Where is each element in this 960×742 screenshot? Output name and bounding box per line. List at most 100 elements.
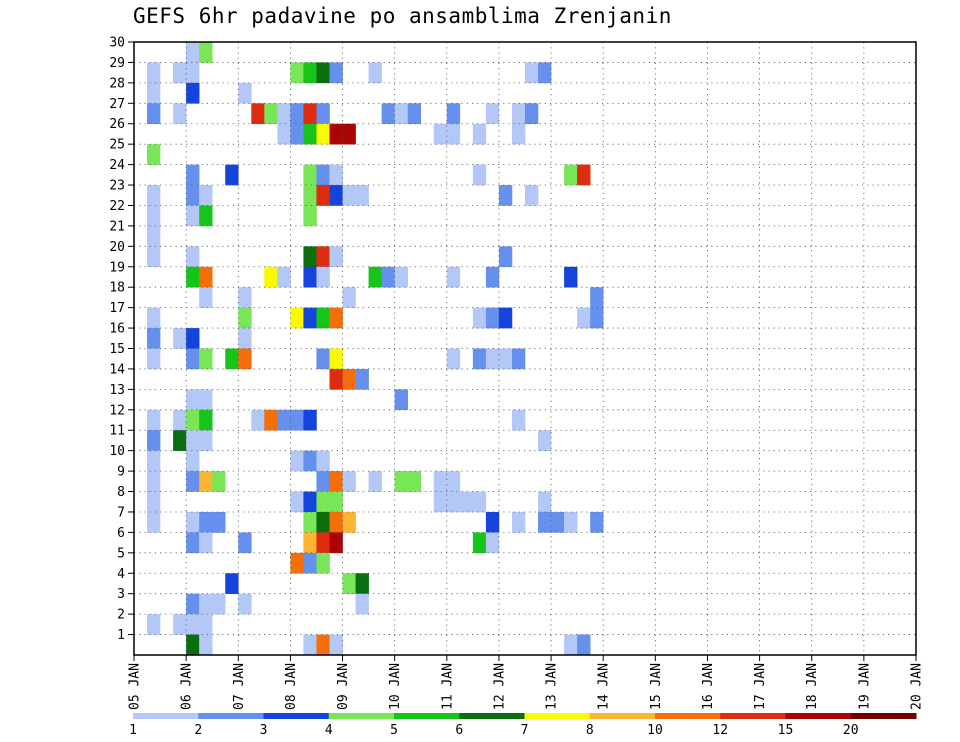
heatmap-cell bbox=[511, 409, 526, 431]
heatmap-cell bbox=[303, 185, 317, 206]
heatmap-cell bbox=[303, 634, 317, 656]
heatmap-cell bbox=[485, 532, 500, 554]
y-tick-label: 28 bbox=[109, 76, 125, 91]
colorbar-swatch bbox=[589, 713, 656, 719]
heatmap-cell bbox=[355, 593, 369, 615]
heatmap-cell bbox=[329, 246, 343, 268]
heatmap-cell bbox=[394, 103, 408, 125]
heatmap-cell bbox=[316, 634, 330, 656]
heatmap-cell bbox=[498, 246, 513, 268]
heatmap-cell bbox=[329, 511, 343, 533]
heatmap-cell bbox=[394, 389, 408, 411]
heatmap-cell bbox=[277, 409, 291, 431]
y-tick-label: 2 bbox=[117, 608, 125, 623]
grid-lines bbox=[134, 42, 916, 655]
y-tick-label: 10 bbox=[109, 444, 125, 459]
heatmap-cell bbox=[446, 348, 461, 370]
heatmap-cell bbox=[238, 532, 252, 554]
heatmap-cell bbox=[251, 409, 265, 431]
heatmap-cell bbox=[525, 185, 539, 206]
heatmap-cell bbox=[472, 491, 487, 513]
heatmap-cell bbox=[303, 409, 317, 431]
heatmap-cell bbox=[498, 348, 513, 370]
heatmap-cell bbox=[498, 307, 513, 329]
heatmap-cell bbox=[303, 450, 317, 472]
heatmap-cell bbox=[316, 62, 330, 84]
heatmap-cell bbox=[303, 103, 317, 125]
heatmap-cell bbox=[329, 123, 343, 145]
colorbar-swatch bbox=[263, 713, 330, 719]
heatmap-cell bbox=[329, 471, 343, 492]
heatmap-cell bbox=[446, 123, 461, 145]
colorbar-label: 6 bbox=[455, 723, 463, 738]
heatmap-cell bbox=[212, 471, 226, 492]
heatmap-cell bbox=[329, 185, 343, 206]
heatmap-cell bbox=[446, 471, 461, 492]
heatmap-cell bbox=[264, 266, 278, 288]
heatmap-cell bbox=[199, 348, 213, 370]
heatmap-cell bbox=[199, 266, 213, 288]
heatmap-cell bbox=[303, 164, 317, 186]
heatmap-cell bbox=[472, 164, 487, 186]
heatmap-cell bbox=[147, 328, 161, 349]
colorbar-swatch bbox=[720, 713, 786, 719]
heatmap-cell bbox=[316, 491, 330, 513]
y-tick-label: 8 bbox=[117, 485, 125, 500]
heatmap-cell bbox=[290, 491, 304, 513]
heatmap-cell bbox=[147, 144, 161, 165]
heatmap-cell bbox=[199, 287, 213, 308]
y-tick-label: 25 bbox=[109, 138, 125, 153]
heatmap-cell bbox=[290, 552, 304, 574]
heatmap-cell bbox=[186, 471, 200, 492]
x-tick-label: 08 JAN bbox=[284, 663, 299, 710]
heatmap-cell bbox=[564, 266, 578, 288]
colorbar-swatch bbox=[524, 713, 591, 719]
heatmap-cell bbox=[290, 307, 304, 329]
heatmap-cell bbox=[316, 266, 330, 288]
heatmap-cell bbox=[186, 511, 200, 533]
heatmap-cell bbox=[303, 266, 317, 288]
y-tick-label: 7 bbox=[117, 505, 125, 520]
heatmap-cell bbox=[316, 348, 330, 370]
heatmap-cell bbox=[472, 532, 487, 554]
heatmap-cell bbox=[329, 532, 343, 554]
heatmap-cell bbox=[368, 62, 382, 84]
heatmap-cell bbox=[303, 205, 317, 227]
heatmap-cell bbox=[316, 164, 330, 186]
y-tick-label: 1 bbox=[117, 628, 125, 643]
heatmap-cell bbox=[577, 164, 591, 186]
heatmap-cell bbox=[472, 348, 487, 370]
heatmap-cell bbox=[368, 266, 382, 288]
heatmap-cell bbox=[225, 164, 239, 186]
colorbar-label: 7 bbox=[521, 723, 529, 738]
chart-title: GEFS 6hr padavine po ansamblima Zrenjani… bbox=[133, 4, 672, 28]
heatmap-cell bbox=[551, 511, 565, 533]
heatmap-cell bbox=[290, 409, 304, 431]
colorbar-label: 5 bbox=[390, 723, 398, 738]
heatmap-cell bbox=[485, 103, 500, 125]
heatmap-cell bbox=[212, 593, 226, 615]
x-tick-label: 05 JAN bbox=[128, 663, 143, 710]
colorbar-label: 15 bbox=[778, 723, 794, 738]
heatmap-cells bbox=[147, 42, 604, 656]
heatmap-cell bbox=[199, 205, 213, 227]
colorbar-swatch bbox=[133, 713, 199, 719]
colorbar-label: 3 bbox=[260, 723, 268, 738]
y-tick-label: 18 bbox=[109, 281, 125, 296]
colorbar-swatch bbox=[328, 713, 395, 719]
y-tick-label: 23 bbox=[109, 179, 125, 194]
heatmap-cell bbox=[316, 103, 330, 125]
heatmap-cell bbox=[173, 614, 187, 635]
heatmap-cell bbox=[238, 307, 252, 329]
heatmap-cell bbox=[225, 573, 239, 594]
heatmap-cell bbox=[186, 246, 200, 268]
x-tick-label: 09 JAN bbox=[336, 663, 351, 710]
heatmap-cell bbox=[199, 532, 213, 554]
heatmap-cell bbox=[316, 471, 330, 492]
heatmap-cell bbox=[342, 287, 356, 308]
heatmap-cell bbox=[303, 62, 317, 84]
heatmap-cell bbox=[590, 287, 604, 308]
heatmap-cell bbox=[147, 430, 161, 451]
x-tick-label: 06 JAN bbox=[180, 663, 195, 710]
heatmap-cell bbox=[186, 593, 200, 615]
